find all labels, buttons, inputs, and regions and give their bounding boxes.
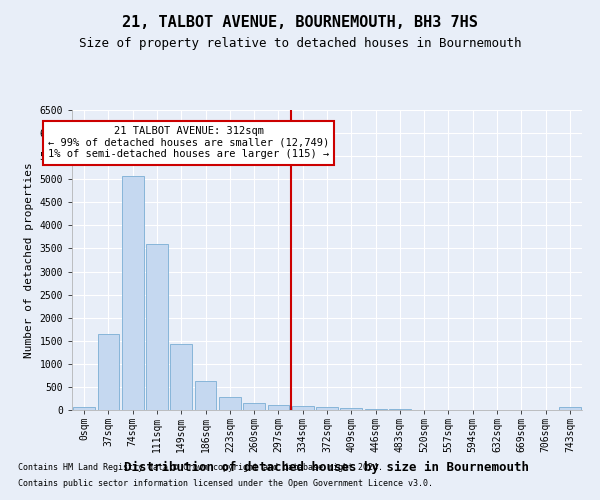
Bar	[365, 408, 386, 410]
Text: 21 TALBOT AVENUE: 312sqm
← 99% of detached houses are smaller (12,749)
1% of sem: 21 TALBOT AVENUE: 312sqm ← 99% of detach…	[48, 126, 329, 160]
Text: 21, TALBOT AVENUE, BOURNEMOUTH, BH3 7HS: 21, TALBOT AVENUE, BOURNEMOUTH, BH3 7HS	[122, 15, 478, 30]
Bar	[170, 344, 192, 410]
Bar	[219, 396, 241, 410]
Bar	[316, 408, 338, 410]
Bar	[559, 407, 581, 410]
X-axis label: Distribution of detached houses by size in Bournemouth: Distribution of detached houses by size …	[125, 460, 530, 473]
Text: Size of property relative to detached houses in Bournemouth: Size of property relative to detached ho…	[79, 38, 521, 51]
Bar	[97, 334, 119, 410]
Bar	[146, 244, 168, 410]
Bar	[194, 382, 217, 410]
Bar	[389, 409, 411, 410]
Bar	[243, 403, 265, 410]
Bar	[292, 406, 314, 410]
Bar	[122, 176, 143, 410]
Bar	[73, 406, 95, 410]
Text: Contains HM Land Registry data © Crown copyright and database right 2024.: Contains HM Land Registry data © Crown c…	[18, 464, 383, 472]
Text: Contains public sector information licensed under the Open Government Licence v3: Contains public sector information licen…	[18, 478, 433, 488]
Bar	[268, 405, 289, 410]
Y-axis label: Number of detached properties: Number of detached properties	[24, 162, 34, 358]
Bar	[340, 408, 362, 410]
